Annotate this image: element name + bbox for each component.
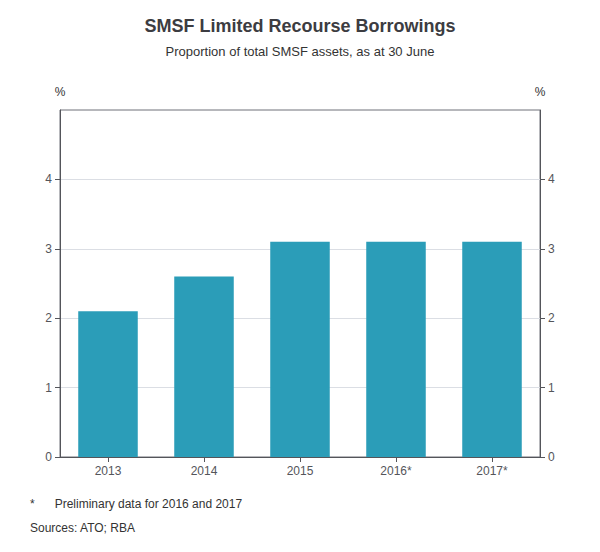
svg-text:1: 1 [45, 381, 52, 395]
svg-text:Sources: ATO; RBA: Sources: ATO; RBA [30, 521, 135, 535]
svg-text:3: 3 [548, 242, 555, 256]
svg-text:0: 0 [45, 450, 52, 464]
svg-text:SMSF Limited Recourse Borrowin: SMSF Limited Recourse Borrowings [144, 16, 455, 36]
svg-text:2013: 2013 [95, 464, 122, 478]
svg-text:2015: 2015 [287, 464, 314, 478]
svg-text:* Preliminary data for 20: * Preliminary data for 2016 and 2017 [30, 497, 242, 511]
svg-text:Proportion of total SMSF asset: Proportion of total SMSF assets, as at 3… [166, 44, 435, 59]
svg-text:1: 1 [548, 381, 555, 395]
svg-text:2: 2 [45, 311, 52, 325]
svg-text:2: 2 [548, 311, 555, 325]
svg-text:3: 3 [45, 242, 52, 256]
svg-text:2014: 2014 [191, 464, 218, 478]
svg-text:0: 0 [548, 450, 555, 464]
svg-text:%: % [535, 85, 546, 99]
svg-text:4: 4 [45, 172, 52, 186]
svg-text:%: % [55, 85, 66, 99]
svg-text:4: 4 [548, 172, 555, 186]
svg-text:2017*: 2017* [476, 464, 508, 478]
svg-text:2016*: 2016* [380, 464, 412, 478]
